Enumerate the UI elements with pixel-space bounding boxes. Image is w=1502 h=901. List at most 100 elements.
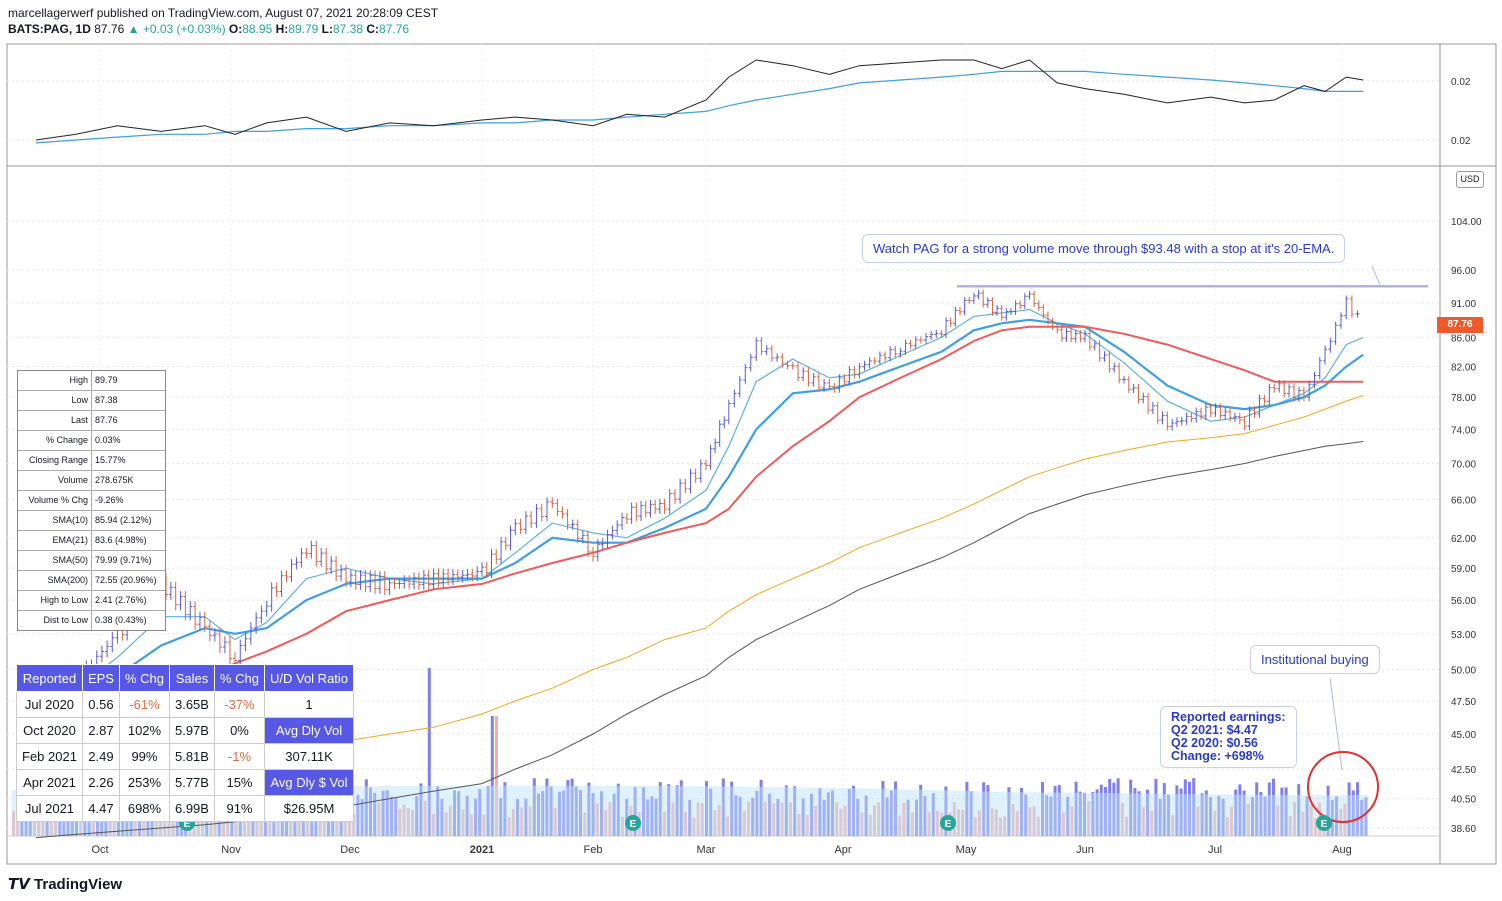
symbol-name[interactable]: BATS:PAG, 1D bbox=[8, 22, 91, 36]
watch-annotation[interactable]: Watch PAG for a strong volume move throu… bbox=[862, 234, 1346, 263]
time-tick-label: Jul bbox=[1208, 844, 1222, 856]
logo-icon: 𝙏𝙑 bbox=[8, 876, 35, 893]
price-tick-label: 50.00 bbox=[1451, 666, 1476, 677]
low-label: L: bbox=[321, 22, 333, 36]
relative-strength-pane bbox=[35, 59, 1364, 144]
price-tick-label: 96.00 bbox=[1451, 266, 1476, 277]
stats-value: 87.38 bbox=[95, 395, 118, 405]
earnings-cell: Jul 2021 bbox=[16, 795, 83, 822]
stats-key: Last bbox=[18, 411, 92, 430]
stats-row: Dist to Low 0.38 (0.43%) bbox=[18, 611, 165, 630]
price-tick-label: 59.00 bbox=[1451, 564, 1476, 575]
earnings-row: Apr 2021 2.26 253% 5.77B 15% Avg Dly $ Vol bbox=[16, 769, 355, 796]
price-tick-label: 56.00 bbox=[1451, 596, 1476, 607]
earnings-marker: E bbox=[625, 815, 641, 831]
currency-button[interactable]: USD bbox=[1456, 171, 1484, 188]
earnings-cell: $26.95M bbox=[263, 795, 355, 822]
stats-row: Closing Range 15.77% bbox=[18, 451, 165, 471]
volume-bar bbox=[490, 716, 494, 836]
stats-key: SMA(10) bbox=[18, 511, 92, 530]
stats-key: SMA(200) bbox=[18, 571, 92, 590]
stats-key: Dist to Low bbox=[18, 611, 92, 630]
earnings-header-cell: U/D Vol Ratio bbox=[263, 664, 355, 692]
price-tick-label: 82.00 bbox=[1451, 363, 1476, 374]
earnings-cell: 4.47 bbox=[81, 795, 120, 822]
stats-row: EMA(21) 83.6 (4.98%) bbox=[18, 531, 165, 551]
high-value: 89.79 bbox=[288, 22, 319, 36]
price-tick-label: 66.00 bbox=[1451, 495, 1476, 506]
stats-value: 83.6 (4.98%) bbox=[95, 535, 147, 545]
earnings-cell: 99% bbox=[118, 743, 170, 770]
price-axis: 104.00 96.00 91.00 86.00 82.00 78.00 74.00 70.0… bbox=[1451, 77, 1482, 835]
stats-value: 2.41 (2.76%) bbox=[95, 595, 147, 605]
earnings-cell: 1 bbox=[263, 691, 355, 718]
price-tick-label: 38.60 bbox=[1451, 824, 1476, 835]
earnings-header-cell: % Chg bbox=[118, 664, 170, 692]
low-value: 87.38 bbox=[333, 22, 364, 36]
ma-line-1 bbox=[35, 318, 1364, 722]
earnings-cell: Apr 2021 bbox=[16, 769, 83, 796]
price-tick-label: 70.00 bbox=[1451, 459, 1476, 470]
open-label: O: bbox=[228, 22, 243, 36]
stats-row: Volume 278.675K bbox=[18, 471, 165, 491]
earnings-cell: 15% bbox=[213, 769, 266, 796]
earnings-cell: 307.11K bbox=[263, 743, 355, 770]
rs-tick-label: 0.02 bbox=[1451, 136, 1471, 147]
time-tick-label: Apr bbox=[834, 844, 851, 856]
time-tick-label: Dec bbox=[340, 844, 360, 856]
stats-value: 87.76 bbox=[95, 415, 118, 425]
high-label: H: bbox=[275, 22, 289, 36]
tradingview-logo: 𝙏𝙑 TradingView bbox=[8, 875, 122, 893]
earnings-cell: 5.97B bbox=[168, 717, 215, 744]
time-tick-label: Nov bbox=[221, 844, 241, 856]
institutional-callout-pointer bbox=[1329, 677, 1343, 771]
earnings-cell: 102% bbox=[118, 717, 170, 744]
earnings-cell: Jul 2020 bbox=[16, 691, 83, 718]
price-tick-label: 47.50 bbox=[1451, 697, 1476, 708]
stats-value: 0.38 (0.43%) bbox=[95, 615, 147, 625]
price-tick-label: 62.00 bbox=[1451, 534, 1476, 545]
stats-row: Volume % Chg -9.26% bbox=[18, 491, 165, 511]
stats-row: SMA(50) 79.99 (9.71%) bbox=[18, 551, 165, 571]
earnings-cell: -1% bbox=[213, 743, 266, 770]
stats-key: Closing Range bbox=[18, 451, 92, 470]
stats-row: High 89.79 bbox=[18, 371, 165, 391]
earnings-cell: 698% bbox=[118, 795, 170, 822]
earnings-marker-badge bbox=[1316, 815, 1332, 831]
reported-earnings-annotation[interactable]: Reported earnings: Q2 2021: $4.47 Q2 2020:… bbox=[1160, 706, 1297, 768]
time-tick-label: 2021 bbox=[470, 844, 494, 856]
reported-earnings-line: Change: +698% bbox=[1171, 749, 1264, 763]
outer-frame bbox=[6, 43, 1497, 865]
earnings-cell: 5.81B bbox=[168, 743, 215, 770]
stats-box: High 89.79 Low 87.38 Last 87.76% Change 0.03% C… bbox=[17, 370, 166, 631]
time-tick-label: Feb bbox=[584, 844, 603, 856]
time-tick-label: Oct bbox=[91, 844, 108, 856]
stats-key: EMA(21) bbox=[18, 531, 92, 550]
earnings-table: Reported EPS% Chg Sales% Chg U/D Vol Ratio … bbox=[16, 664, 355, 822]
stats-value: 0.03% bbox=[95, 435, 121, 445]
earnings-cell: -61% bbox=[118, 691, 170, 718]
rs-line bbox=[35, 59, 1364, 141]
earnings-row: Jul 2021 4.47 698% 6.99B 91% $26.95M bbox=[16, 795, 355, 822]
reported-earnings-line: Reported earnings: bbox=[1171, 710, 1286, 724]
earnings-cell: 2.49 bbox=[81, 743, 120, 770]
earnings-header-cell: EPS bbox=[81, 664, 120, 692]
earnings-cell: 91% bbox=[213, 795, 266, 822]
institutional-annotation[interactable]: Institutional buying bbox=[1250, 645, 1380, 674]
reported-earnings-line: Q2 2021: $4.47 bbox=[1171, 723, 1258, 737]
last-price: 87.76 bbox=[94, 22, 125, 36]
rs-moving-average bbox=[35, 70, 1364, 144]
earnings-cell: Avg Dly $ Vol bbox=[263, 769, 355, 796]
earnings-cell: 5.77B bbox=[168, 769, 215, 796]
earnings-cell: 2.26 bbox=[81, 769, 120, 796]
stats-key: Low bbox=[18, 391, 92, 410]
publish-info: marcellagerwerf published on TradingView… bbox=[8, 6, 439, 20]
earnings-cell: Oct 2020 bbox=[16, 717, 83, 744]
earnings-marker: E bbox=[1316, 815, 1332, 831]
time-tick-label: May bbox=[956, 844, 977, 856]
price-tick-label: 45.00 bbox=[1451, 730, 1476, 741]
time-tick-label: Aug bbox=[1332, 844, 1352, 856]
price-tick-label: 53.00 bbox=[1451, 630, 1476, 641]
stats-key: High bbox=[18, 371, 92, 390]
